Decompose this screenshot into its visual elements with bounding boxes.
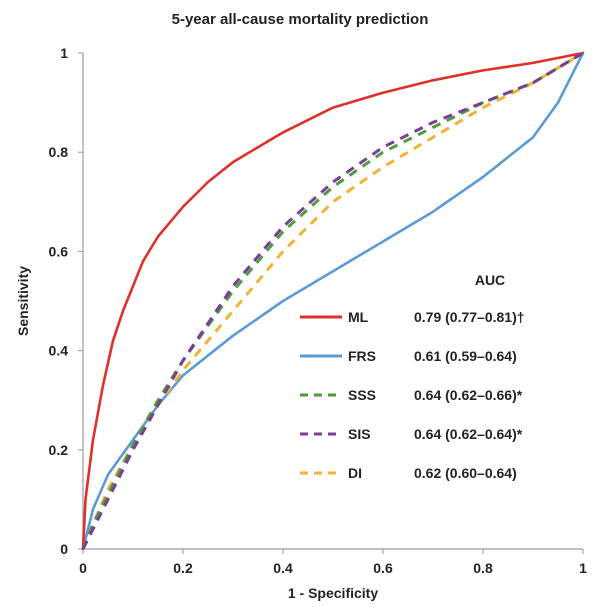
roc-curve-sss bbox=[81, 51, 584, 550]
x-tick-label: 0.4 bbox=[273, 560, 293, 576]
x-tick-label: 1 bbox=[579, 560, 587, 576]
legend-auc-sss: 0.64 (0.62–0.66)* bbox=[414, 387, 523, 403]
ticks: 0 0.2 0.4 0.6 0.8 1 0 0.2 0.4 0.6 0.8 1 bbox=[49, 45, 588, 576]
legend-header: AUC bbox=[475, 272, 505, 288]
roc-curve-di bbox=[81, 51, 584, 550]
y-tick-label: 0.8 bbox=[49, 144, 69, 160]
x-tick-label: 0.6 bbox=[373, 560, 393, 576]
roc-curve-ml bbox=[81, 51, 585, 551]
legend-auc-sis: 0.64 (0.62–0.64)* bbox=[414, 426, 523, 442]
legend-label-di: DI bbox=[348, 465, 362, 481]
legend: AUC ML 0.79 (0.77–0.81)† FRS 0.61 (0.59–0.6… bbox=[300, 272, 525, 481]
x-tick-label: 0.2 bbox=[173, 560, 193, 576]
roc-curves bbox=[81, 51, 585, 551]
x-axis-label: 1 - Specificity bbox=[288, 585, 378, 601]
y-tick-label: 1 bbox=[60, 45, 68, 61]
y-tick-label: 0.6 bbox=[49, 243, 69, 259]
legend-auc-frs: 0.61 (0.59–0.64) bbox=[414, 348, 517, 364]
y-tick-label: 0.2 bbox=[49, 442, 69, 458]
y-axis-label: Sensitivity bbox=[15, 266, 31, 336]
x-tick-label: 0.8 bbox=[473, 560, 493, 576]
roc-curve-frs bbox=[81, 51, 585, 551]
legend-auc-di: 0.62 (0.60–0.64) bbox=[414, 465, 517, 481]
y-tick-label: 0 bbox=[60, 541, 68, 557]
legend-label-ml: ML bbox=[348, 309, 369, 325]
y-tick-label: 0.4 bbox=[49, 343, 69, 359]
legend-auc-ml: 0.79 (0.77–0.81)† bbox=[414, 309, 525, 325]
legend-label-sss: SSS bbox=[348, 387, 376, 403]
roc-curve-sis bbox=[81, 51, 584, 550]
chart-title: 5-year all-cause mortality prediction bbox=[172, 11, 429, 28]
axes bbox=[82, 53, 583, 550]
legend-label-frs: FRS bbox=[348, 348, 376, 364]
x-tick-label: 0 bbox=[79, 560, 87, 576]
legend-label-sis: SIS bbox=[348, 426, 371, 442]
